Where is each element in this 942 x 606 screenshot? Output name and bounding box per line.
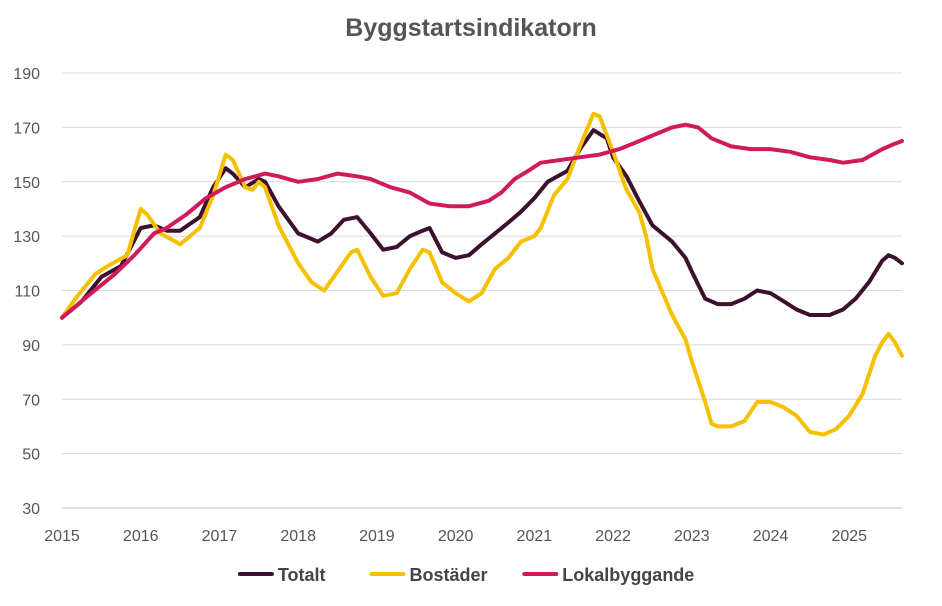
legend-label-bostäder: Bostäder — [410, 565, 488, 585]
x-tick-label: 2021 — [517, 528, 553, 545]
y-axis-ticks: 30 50 70 90 110 130 150 170 190 — [13, 66, 40, 518]
y-tick-label: 110 — [14, 284, 40, 301]
legend-label-lokalbyggande: Lokalbyggande — [562, 565, 694, 585]
y-tick-label: 130 — [13, 229, 40, 246]
series-lines — [60, 111, 904, 437]
x-tick-label: 2017 — [202, 528, 238, 545]
x-tick-label: 2022 — [595, 528, 631, 545]
y-tick-label: 190 — [13, 66, 40, 83]
series-line-bostäder — [60, 111, 904, 437]
y-tick-label: 70 — [22, 392, 40, 409]
legend-label-totalt: Totalt — [278, 565, 326, 585]
x-tick-label: 2018 — [280, 528, 316, 545]
series-line-totalt — [60, 128, 904, 320]
gridlines — [62, 72, 902, 509]
x-tick-label: 2016 — [123, 528, 159, 545]
y-tick-label: 50 — [22, 447, 40, 464]
x-tick-label: 2015 — [44, 528, 80, 545]
y-tick-label: 30 — [22, 501, 40, 518]
x-tick-label: 2020 — [438, 528, 474, 545]
x-tick-label: 2025 — [831, 528, 867, 545]
x-tick-label: 2019 — [359, 528, 395, 545]
x-axis-ticks: 2015 2016 2017 2018 2019 2020 2021 2022 2023 2024… — [44, 528, 867, 545]
y-tick-label: 90 — [22, 338, 40, 355]
x-tick-label: 2023 — [674, 528, 710, 545]
y-tick-label: 150 — [13, 175, 40, 192]
x-tick-label: 2024 — [753, 528, 789, 545]
legend: Totalt Bostäder Lokalbyggande — [237, 565, 694, 585]
series-line-lokalbyggande — [60, 122, 904, 320]
y-tick-label: 170 — [13, 120, 40, 137]
chart-title: Byggstartsindikatorn — [345, 14, 597, 42]
